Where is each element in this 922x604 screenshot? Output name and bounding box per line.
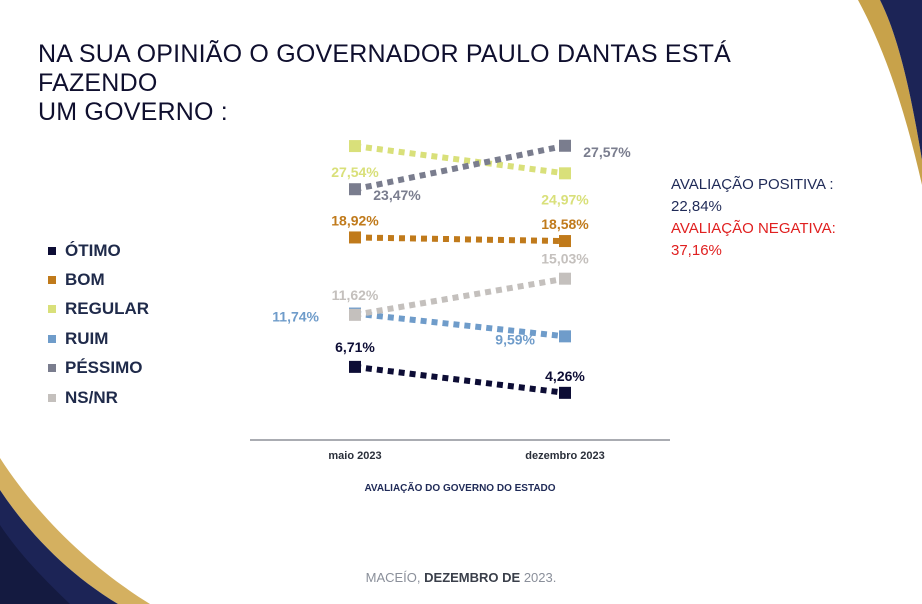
series-line-otimo (354, 363, 566, 396)
series-layer: 6,71% 4,26% 18,92% 18,58% 27,54% 24,97% 11,74%… (272, 139, 631, 399)
legend-item-otimo: ÓTIMO (48, 236, 149, 265)
series-line-pessimo (354, 142, 566, 193)
positive-evaluation-value: 22,84% (671, 198, 722, 215)
data-point-ruim-1 (559, 330, 571, 343)
data-label-ns-nr-0: 11,62% (332, 287, 379, 303)
legend-swatch-regular (48, 305, 56, 314)
legend-item-nsnr: NS/NR (48, 383, 149, 412)
data-label-ruim-1: 9,59% (495, 331, 535, 347)
legend-label-otimo: ÓTIMO (65, 240, 121, 260)
x-tick-label-dezembro-2023: dezembro 2023 (525, 450, 604, 462)
legend-item-bom: BOM (48, 265, 149, 294)
page-title: NA SUA OPINIÃO O GOVERNADOR PAULO DANTAS… (38, 40, 838, 127)
data-label-pessimo-0: 23,47% (373, 187, 421, 203)
data-point-bom-1 (559, 235, 571, 248)
legend-label-ruim: RUIM (65, 328, 109, 348)
footer-year: 2023. (520, 570, 557, 585)
series-line-bom (354, 234, 566, 245)
negative-evaluation-value: 37,16% (671, 242, 722, 259)
series-line-ns-nr (354, 275, 566, 318)
legend-swatch-ruim (48, 334, 56, 343)
footer-date: DEZEMBRO DE (424, 570, 521, 585)
series-line-ruim (354, 310, 566, 340)
legend-swatch-pessimo (48, 364, 56, 373)
data-label-pessimo-1: 27,57% (583, 144, 631, 160)
data-label-ruim-0: 11,74% (272, 309, 319, 325)
legend-label-regular: REGULAR (65, 299, 150, 319)
data-label-bom-1: 18,58% (541, 216, 589, 232)
data-point-regular-0 (349, 140, 361, 153)
legend-label-bom: BOM (65, 270, 105, 290)
data-point-pessimo-1 (559, 139, 571, 152)
footer-city: MACEÍO, (365, 570, 425, 585)
x-tick-label-maio-2023: maio 2023 (328, 450, 381, 462)
data-point-otimo-1 (559, 386, 571, 399)
legend-item-pessimo: PÉSSIMO (48, 354, 149, 383)
data-point-pessimo-0 (349, 183, 361, 196)
positive-evaluation-label: AVALIAÇÃO POSITIVA : (671, 176, 834, 193)
data-point-regular-1 (559, 167, 571, 180)
data-label-regular-0: 27,54% (331, 164, 379, 180)
data-point-bom-0 (349, 231, 361, 244)
legend-label-pessimo: PÉSSIMO (65, 358, 143, 378)
legend-swatch-nsnr (48, 393, 56, 402)
legend-label-nsnr: NS/NR (65, 387, 118, 407)
legend-swatch-otimo (48, 246, 56, 255)
legend-item-ruim: RUIM (48, 324, 149, 353)
footer: MACEÍO, DEZEMBRO DE 2023. (0, 570, 922, 585)
data-label-regular-1: 24,97% (541, 191, 589, 207)
data-label-bom-0: 18,92% (331, 212, 379, 228)
title-line-1: NA SUA OPINIÃO O GOVERNADOR PAULO DANTAS… (38, 40, 731, 97)
legend-item-regular: REGULAR (48, 295, 149, 324)
data-point-ns-nr-0 (349, 308, 361, 321)
title-line-2: UM GOVERNO : (38, 98, 228, 126)
negative-evaluation-label: AVALIAÇÃO NEGATIVA: (671, 220, 836, 237)
evaluation-summary: AVALIAÇÃO POSITIVA : 22,84% AVALIAÇÃO NE… (671, 174, 836, 262)
legend-swatch-bom (48, 276, 56, 285)
data-label-otimo-1: 4,26% (545, 368, 585, 384)
data-label-otimo-0: 6,71% (335, 339, 375, 355)
series-line-regular (354, 143, 566, 177)
data-point-otimo-0 (349, 360, 361, 373)
data-label-ns-nr-1: 15,03% (541, 251, 589, 267)
x-axis-title: AVALIAÇÃO DO GOVERNO DO ESTADO (364, 481, 555, 494)
data-point-ns-nr-1 (559, 272, 571, 285)
chart-legend: ÓTIMO BOM REGULAR RUIM PÉSSIMO NS/NR (48, 236, 149, 412)
